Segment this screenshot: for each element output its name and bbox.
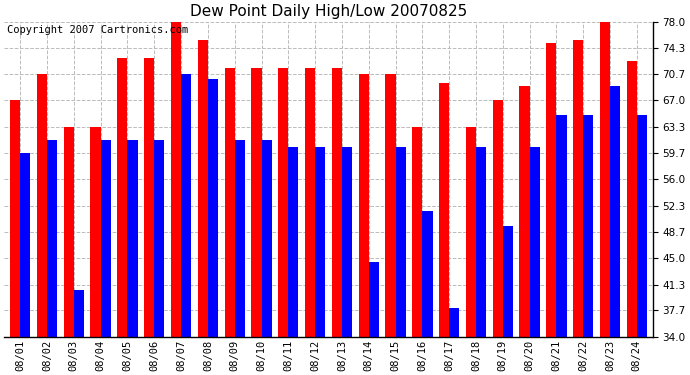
- Bar: [520, 86, 529, 375]
- Bar: [610, 86, 620, 375]
- Bar: [600, 22, 610, 375]
- Bar: [117, 57, 128, 375]
- Bar: [385, 74, 395, 375]
- Bar: [546, 43, 556, 375]
- Bar: [235, 140, 245, 375]
- Bar: [262, 140, 272, 375]
- Bar: [251, 68, 262, 375]
- Bar: [37, 74, 47, 375]
- Bar: [278, 68, 288, 375]
- Bar: [637, 115, 647, 375]
- Bar: [583, 115, 593, 375]
- Bar: [368, 262, 379, 375]
- Bar: [359, 74, 368, 375]
- Bar: [476, 147, 486, 375]
- Bar: [208, 79, 218, 375]
- Bar: [556, 115, 566, 375]
- Bar: [181, 74, 191, 375]
- Bar: [171, 22, 181, 375]
- Bar: [90, 127, 101, 375]
- Bar: [573, 40, 583, 375]
- Bar: [449, 308, 460, 375]
- Title: Dew Point Daily High/Low 20070825: Dew Point Daily High/Low 20070825: [190, 4, 467, 19]
- Bar: [20, 153, 30, 375]
- Bar: [288, 147, 299, 375]
- Bar: [503, 226, 513, 375]
- Bar: [342, 147, 352, 375]
- Bar: [101, 140, 111, 375]
- Bar: [10, 100, 20, 375]
- Bar: [422, 211, 433, 375]
- Bar: [224, 68, 235, 375]
- Bar: [198, 40, 208, 375]
- Bar: [466, 127, 476, 375]
- Bar: [332, 68, 342, 375]
- Bar: [155, 140, 164, 375]
- Bar: [128, 140, 138, 375]
- Bar: [305, 68, 315, 375]
- Bar: [74, 290, 84, 375]
- Bar: [315, 147, 325, 375]
- Bar: [439, 82, 449, 375]
- Bar: [63, 127, 74, 375]
- Bar: [47, 140, 57, 375]
- Bar: [144, 57, 155, 375]
- Bar: [395, 147, 406, 375]
- Bar: [493, 100, 503, 375]
- Text: Copyright 2007 Cartronics.com: Copyright 2007 Cartronics.com: [8, 25, 188, 35]
- Bar: [627, 61, 637, 375]
- Bar: [529, 147, 540, 375]
- Bar: [412, 127, 422, 375]
